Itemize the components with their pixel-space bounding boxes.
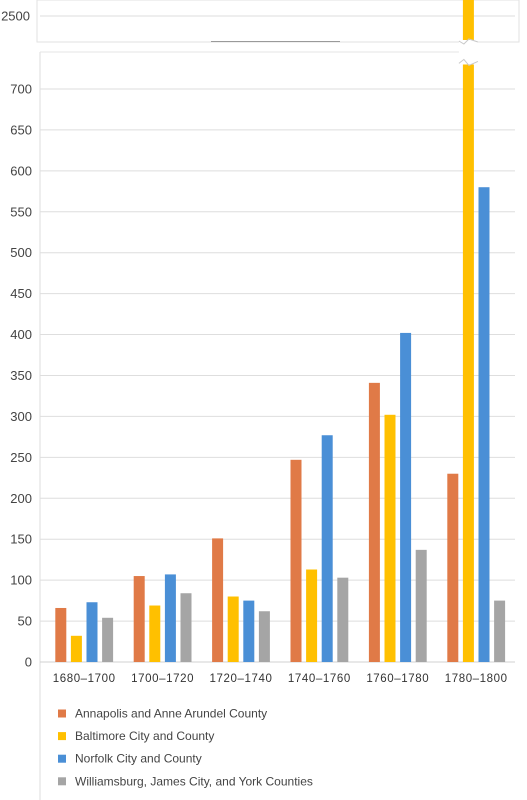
upper-panel: [36, 0, 520, 43]
bar: [368, 382, 380, 662]
bar: [70, 635, 82, 662]
y-tick-label: 650: [10, 122, 32, 137]
legend-label: Annapolis and Anne Arundel County: [75, 707, 267, 721]
y-tick-label: 150: [10, 532, 32, 547]
legend-swatch: [58, 732, 66, 741]
y-tick-label: 500: [10, 245, 32, 260]
axis-break-gap: [458, 40, 478, 65]
y-tick-label: 450: [10, 286, 32, 301]
axis-break-line: [458, 38, 479, 45]
legend-label: Norfolk City and County: [75, 752, 202, 766]
bar: [102, 617, 114, 662]
bar: [494, 600, 506, 662]
bar: [86, 602, 98, 662]
bar: [337, 577, 349, 662]
bar: [400, 332, 412, 662]
y-tick-label: 250: [10, 450, 32, 465]
x-tick-label: 1760–1780: [366, 673, 429, 685]
bar: [447, 473, 459, 662]
y-tick-label: 700: [10, 81, 32, 96]
y-tick-label: 0: [25, 655, 32, 670]
lower-panel: [39, 51, 460, 800]
bar: [180, 593, 192, 662]
x-tick-label: 1700–1720: [131, 673, 194, 685]
y-tick-label: 550: [10, 204, 32, 219]
y-tick-label: 400: [10, 327, 32, 342]
y-tick-label: 50: [18, 614, 32, 629]
bar: [55, 607, 67, 662]
legend-swatch: [58, 709, 66, 718]
y-tick-label: 300: [10, 409, 32, 424]
bar: [290, 459, 302, 662]
bar: [462, 0, 474, 40]
legend-swatch: [58, 777, 66, 786]
legend-label: Baltimore City and County: [75, 729, 214, 743]
legend-label: Williamsburg, James City, and York Count…: [75, 774, 313, 788]
x-tick-label: 1720–1740: [210, 673, 273, 685]
bar: [258, 611, 270, 662]
bar: [462, 64, 474, 662]
bar: [212, 538, 224, 662]
y-tick-label: 200: [10, 491, 32, 506]
bar: [415, 549, 427, 662]
bar: [227, 596, 239, 662]
y-tick-label: 2500: [1, 9, 30, 24]
bar: [478, 187, 490, 662]
x-tick-label: 1780–1800: [445, 673, 508, 685]
bar: [133, 576, 145, 662]
bar: [321, 435, 333, 662]
y-tick-label: 600: [10, 163, 32, 178]
bar: [164, 574, 176, 662]
x-tick-label: 1740–1760: [288, 673, 351, 685]
y-tick-label: 100: [10, 573, 32, 588]
y-tick-label: 350: [10, 368, 32, 383]
bar: [243, 600, 255, 662]
bar: [149, 605, 161, 662]
axis-break-line: [458, 58, 479, 67]
bar: [306, 569, 318, 662]
bar: [384, 414, 396, 662]
legend-swatch: [58, 754, 66, 763]
x-tick-label: 1680–1700: [53, 673, 116, 685]
